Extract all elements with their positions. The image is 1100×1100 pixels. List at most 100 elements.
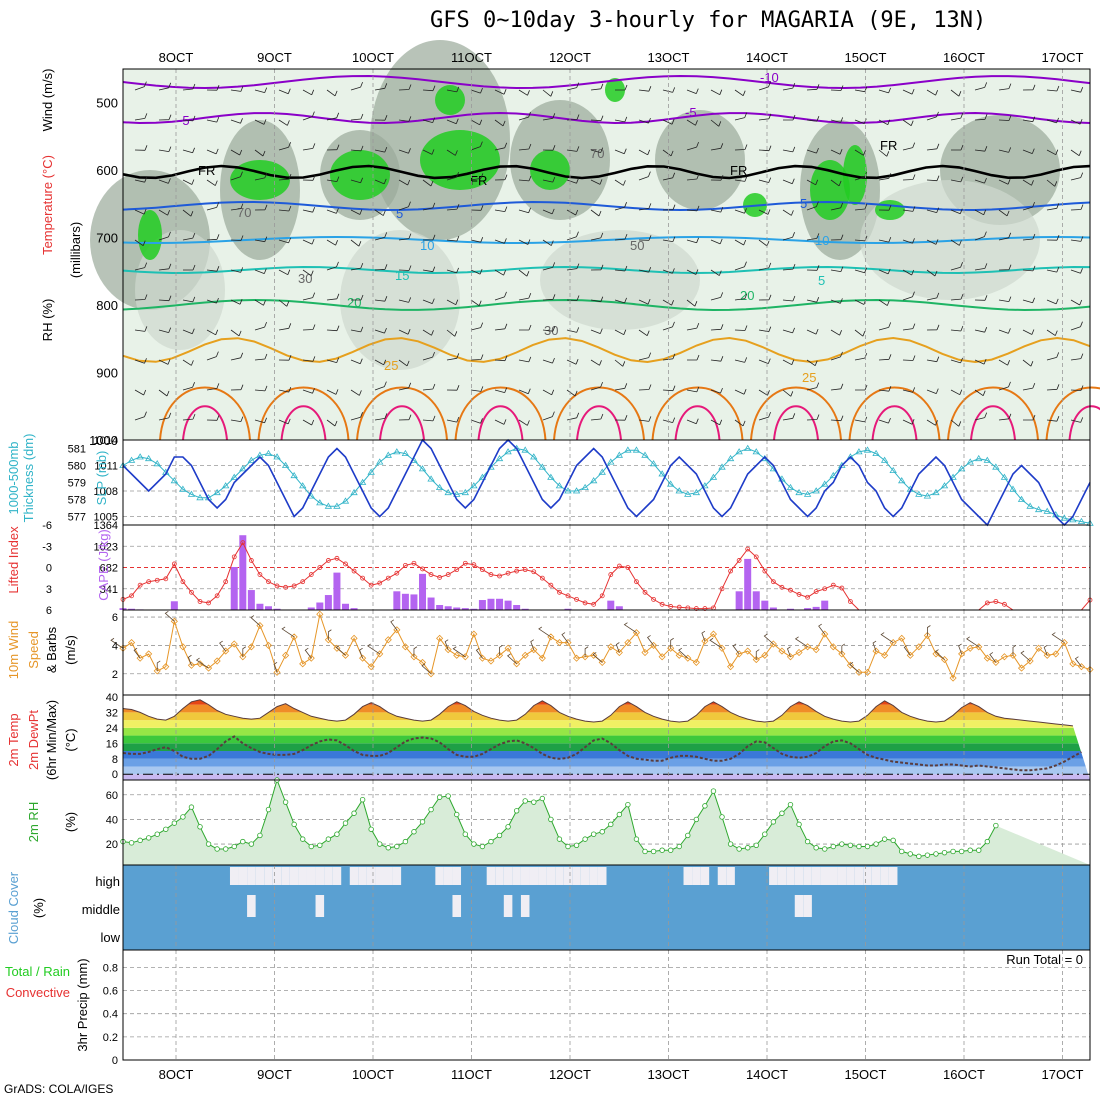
wind-speed-point xyxy=(1017,664,1026,672)
rh-point xyxy=(342,820,349,826)
wind-frame xyxy=(122,609,1091,696)
thickness-point xyxy=(649,460,658,467)
wind-barb xyxy=(278,88,291,95)
wind-barb xyxy=(950,89,962,97)
thickness-point xyxy=(1017,495,1026,502)
wind-barb-10m xyxy=(927,625,931,636)
wind-barb xyxy=(278,299,290,307)
thickness-point xyxy=(829,471,837,479)
thickness-point xyxy=(1077,517,1086,524)
wind-barb xyxy=(614,329,627,336)
bottom-date-label: 12OCT xyxy=(549,1067,591,1082)
cloud-high-clear xyxy=(315,867,325,885)
wind-barb xyxy=(974,263,988,271)
wind-barb xyxy=(230,352,244,361)
lifted-index-point xyxy=(394,570,400,576)
cloud-mid-clear xyxy=(794,895,804,917)
cloud-high-clear xyxy=(871,867,881,885)
wind-barb xyxy=(590,359,602,366)
rh-point xyxy=(582,836,588,842)
wind-barb xyxy=(1070,236,1084,242)
wind-barb xyxy=(374,232,388,241)
axis-labels: 8OCT 8OCT 9OCT 9OCT 10OCT 10OCT 11OCT 11OCT 12OC… xyxy=(5,50,1084,1082)
cloud-high-clear xyxy=(880,867,889,885)
rh-point xyxy=(548,816,554,823)
rh-moist-fill xyxy=(435,85,465,115)
thickness-point xyxy=(299,482,307,489)
wind-barb xyxy=(998,359,1010,366)
wind-barb xyxy=(134,177,148,183)
wind-barb xyxy=(734,144,748,151)
wind-speed-point xyxy=(923,631,931,640)
wind-barb xyxy=(494,119,506,127)
rh-point xyxy=(282,799,289,805)
wind-barb-10m xyxy=(623,622,637,633)
rh-point xyxy=(642,848,648,855)
cloud-high-clear xyxy=(777,867,787,885)
wind-barb xyxy=(974,177,987,184)
wind-barb xyxy=(254,149,266,157)
rh-point xyxy=(291,821,297,828)
wind-speed-point xyxy=(1000,653,1008,661)
wind-barb xyxy=(542,326,556,332)
thickness-point xyxy=(940,482,949,489)
lifted-index-point xyxy=(223,579,229,585)
wind-barb xyxy=(638,352,652,361)
cape-bar xyxy=(453,607,461,610)
lifted-index-point xyxy=(402,562,408,568)
cape-bar xyxy=(324,595,332,610)
lifted-index-point xyxy=(753,554,759,560)
wind-barb xyxy=(926,239,939,245)
rh-point xyxy=(137,837,143,844)
cape-bar xyxy=(350,608,358,610)
wind-speed-point xyxy=(1043,651,1051,659)
cape-bar xyxy=(564,608,572,610)
wind-barb xyxy=(254,299,266,306)
rh-point xyxy=(214,846,220,852)
lifted-index-point xyxy=(659,601,665,607)
top-date-label: 12OCT xyxy=(549,50,591,65)
rh-point xyxy=(428,806,434,813)
wind-barb xyxy=(638,86,652,92)
lifted-index-point xyxy=(625,565,631,570)
wind-barb xyxy=(254,204,268,211)
wind-barb xyxy=(374,296,388,302)
cloud-high-clear xyxy=(520,867,530,885)
rh-point xyxy=(787,801,794,808)
cape-bar xyxy=(478,600,486,610)
wind-barb xyxy=(1070,268,1083,274)
wind-barb xyxy=(518,388,531,395)
cloud-high-clear xyxy=(546,867,556,885)
isotherm-label: 5 xyxy=(818,273,825,288)
lifted-index-point xyxy=(411,560,417,566)
rh-point xyxy=(753,842,759,848)
wind-barb xyxy=(662,353,676,361)
rh2m-label: 2m RH xyxy=(26,802,41,842)
wind-speed-point xyxy=(564,639,572,647)
rh-point xyxy=(359,797,366,803)
wind-barb xyxy=(950,208,963,215)
bottom-date-label: 10OCT xyxy=(352,1067,394,1082)
wind-speed-point xyxy=(838,650,846,658)
rh-point xyxy=(685,832,691,839)
wind-barb xyxy=(926,111,939,121)
wind-barb xyxy=(158,114,172,121)
rh-point xyxy=(265,806,272,813)
wind-barb xyxy=(422,117,436,123)
wind-barb-10m xyxy=(327,629,332,640)
temp-band xyxy=(123,704,1090,713)
wind-speed-point xyxy=(213,657,221,665)
isotherm-20 xyxy=(122,298,1091,312)
wind-barb xyxy=(494,291,507,301)
wind-barb xyxy=(1023,414,1036,421)
thickness-point xyxy=(521,446,529,453)
thickness-point xyxy=(1043,507,1051,514)
cape-bar xyxy=(333,572,341,610)
rh-point xyxy=(231,843,237,850)
wind-barb xyxy=(350,177,363,184)
wind-barb xyxy=(446,299,459,306)
wind-barb xyxy=(950,389,963,396)
thickness-point xyxy=(478,473,487,480)
wind-barb xyxy=(566,209,579,216)
rh-point xyxy=(394,843,400,850)
